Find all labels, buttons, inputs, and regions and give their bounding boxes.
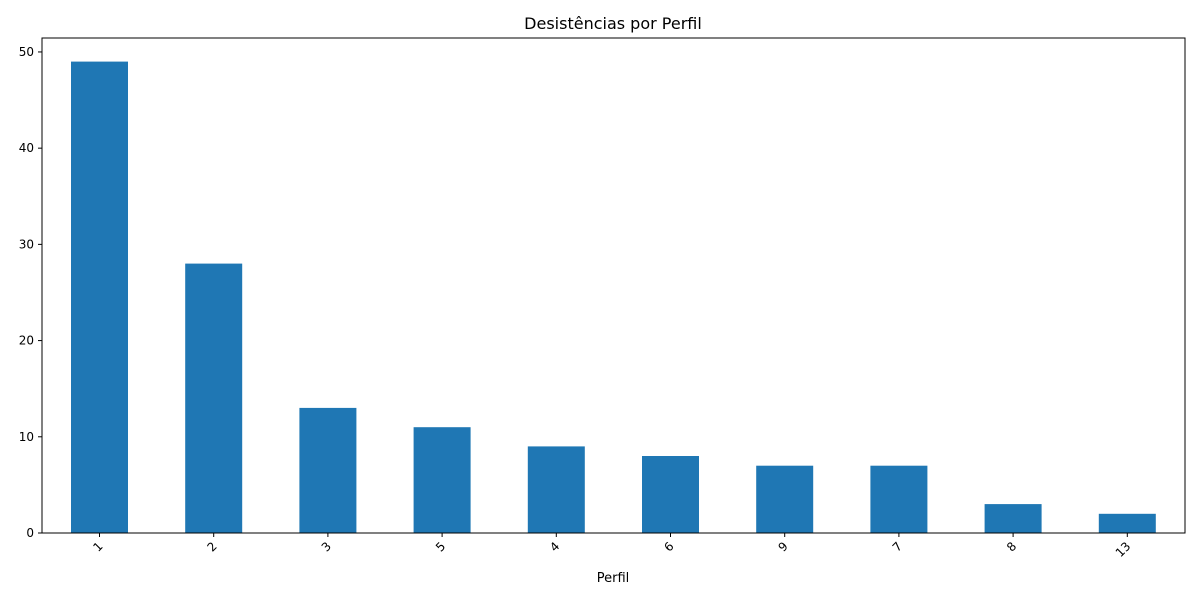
bar-3 (299, 407, 357, 533)
y-tick-label: 20 (19, 334, 34, 348)
y-axis-ticks: 0 10 20 30 40 50 (19, 45, 42, 540)
x-axis-label: Perfil (597, 571, 630, 586)
y-tick-label: 10 (19, 430, 34, 444)
y-tick-label: 30 (19, 237, 34, 251)
plot-frame (41, 37, 1186, 534)
bar-2 (185, 263, 243, 533)
y-tick-label: 40 (19, 141, 34, 155)
bar-9 (756, 465, 814, 533)
bar-7 (870, 465, 928, 533)
bar-4 (527, 446, 585, 533)
bar-5 (413, 427, 471, 533)
chart-title: Desistências por Perfil (524, 14, 702, 33)
bars-group (71, 61, 1156, 533)
y-tick-label: 0 (26, 526, 34, 540)
bar-1 (71, 61, 128, 533)
bar-8 (984, 504, 1042, 533)
y-tick-label: 50 (19, 45, 34, 59)
bar-6 (642, 456, 699, 533)
bar-13 (1098, 513, 1156, 533)
